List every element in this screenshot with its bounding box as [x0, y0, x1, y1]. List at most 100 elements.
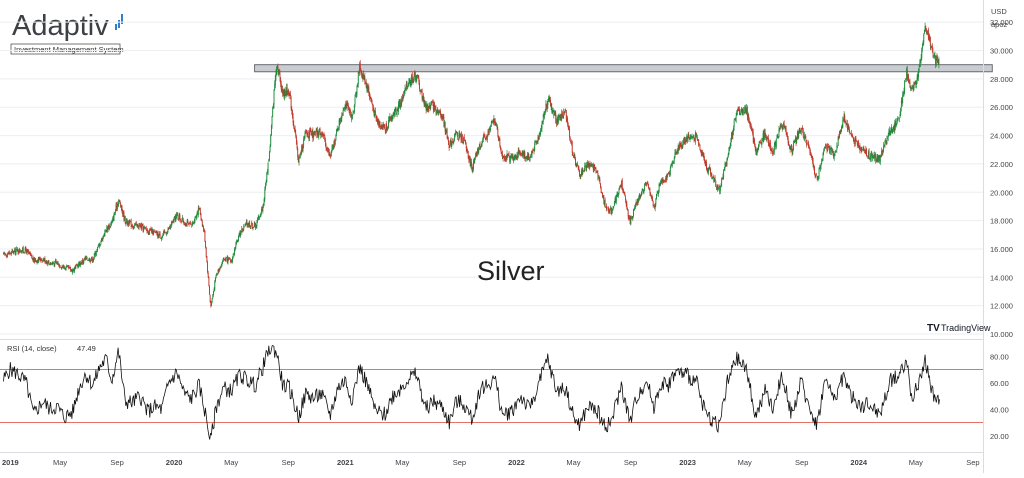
candle-body	[902, 92, 904, 94]
candle-body	[226, 257, 228, 263]
candle-body	[566, 118, 568, 121]
price-candles	[3, 22, 940, 308]
candle-body	[467, 151, 469, 159]
price-tick-label: 30.000	[990, 47, 1013, 56]
candle-body	[885, 140, 887, 145]
candle-body	[178, 218, 180, 220]
candle-body	[437, 109, 439, 115]
candle-body	[232, 254, 234, 258]
candle-body	[103, 236, 104, 237]
candle-body	[492, 120, 494, 122]
candle-body	[518, 149, 520, 155]
candle-body	[20, 252, 22, 253]
candle-body	[635, 201, 637, 205]
candle-body	[325, 144, 327, 148]
candle-body	[549, 98, 551, 100]
candle-body	[604, 200, 605, 206]
candle-body	[346, 103, 348, 110]
candle-body	[3, 252, 4, 254]
candle-body	[851, 135, 853, 136]
candle-body	[514, 154, 516, 159]
candle-body	[204, 230, 206, 242]
candle-body	[752, 132, 754, 143]
candle-body	[802, 127, 804, 131]
candle-body	[587, 162, 589, 167]
candle-body	[120, 205, 122, 209]
candle-body	[819, 166, 821, 169]
resistance-zone	[254, 64, 993, 73]
candle-body	[811, 156, 813, 158]
candle-body	[868, 151, 870, 159]
candle-body	[480, 144, 482, 147]
candle-body	[594, 167, 596, 169]
candle-body	[116, 204, 118, 209]
candle-body	[833, 153, 835, 158]
candle-body	[313, 132, 314, 138]
candle-body	[900, 108, 902, 115]
candle-body	[531, 151, 533, 155]
candle-body	[380, 125, 382, 128]
candle-body	[422, 96, 424, 99]
candle-body	[303, 139, 305, 147]
candle-body	[866, 155, 868, 157]
candle-body	[343, 108, 345, 109]
candle-body	[278, 71, 280, 74]
candle-body	[251, 222, 253, 225]
candle-body	[875, 154, 877, 161]
candle-body	[933, 54, 935, 56]
candle-body	[359, 64, 361, 73]
candle-body	[869, 155, 871, 160]
candle-body	[275, 71, 277, 77]
candle-body	[139, 224, 141, 226]
candle-body	[466, 148, 468, 152]
candle-body	[513, 159, 515, 161]
candle-body	[673, 157, 675, 161]
candle-body	[924, 26, 926, 32]
candle-body	[584, 165, 586, 171]
candle-body	[339, 118, 341, 123]
candle-body	[398, 101, 400, 106]
candle-body	[883, 145, 885, 147]
candle-body	[144, 226, 146, 228]
candle-body	[124, 216, 126, 224]
candle-body	[717, 184, 719, 190]
candle-body	[606, 208, 608, 209]
candle-body	[259, 215, 261, 218]
candle-body	[44, 258, 46, 263]
candle-body	[538, 132, 540, 139]
candle-body	[484, 137, 486, 139]
candle-body	[63, 265, 65, 268]
candle-body	[186, 221, 188, 226]
candle-body	[372, 103, 374, 108]
time-tick-label: 2023	[679, 458, 696, 467]
candle-body	[149, 228, 151, 230]
candle-body	[427, 105, 429, 111]
candle-body	[927, 29, 929, 38]
candle-body	[735, 117, 736, 121]
candle-body	[469, 156, 470, 161]
candle-body	[413, 73, 415, 80]
candle-body	[29, 253, 31, 254]
candle-body	[648, 187, 650, 189]
candle-body	[264, 189, 266, 200]
candle-body	[906, 69, 908, 78]
candle-body	[397, 104, 399, 112]
candle-body	[211, 302, 212, 306]
candle-body	[604, 199, 606, 207]
candle-body	[698, 144, 700, 146]
candle-body	[379, 121, 381, 127]
candle-body	[750, 126, 752, 129]
candle-body	[53, 263, 55, 266]
candle-body	[582, 170, 584, 175]
candle-body	[894, 122, 896, 131]
candle-body	[86, 257, 88, 260]
rsi-tick-label: 40.00	[990, 405, 1009, 414]
candle-body	[282, 89, 284, 95]
candle-body	[729, 146, 731, 149]
candle-body	[473, 161, 474, 170]
candle-body	[504, 159, 506, 160]
candle-body	[559, 115, 561, 121]
candle-body	[860, 149, 862, 152]
candle-body	[540, 130, 542, 135]
candle-body	[285, 94, 287, 96]
